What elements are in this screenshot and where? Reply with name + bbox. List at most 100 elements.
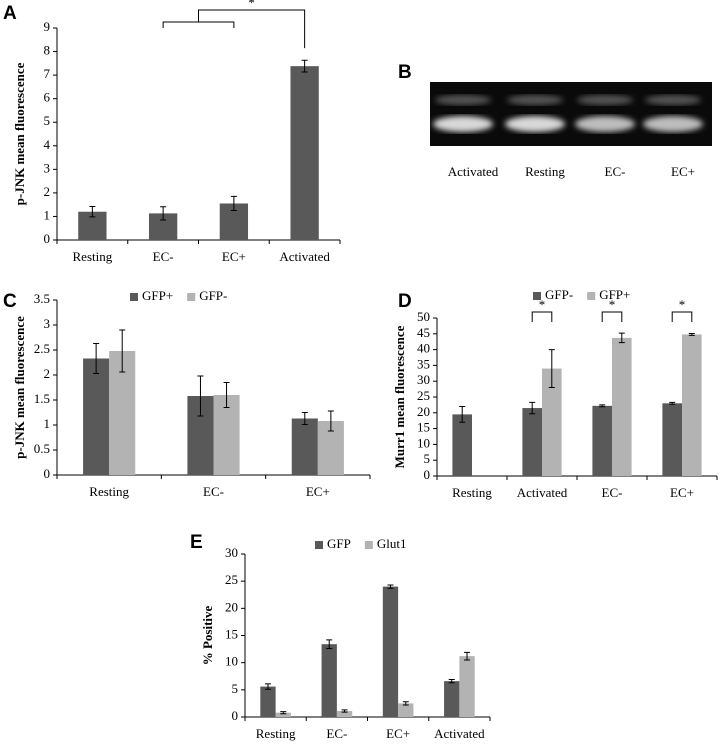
bracket xyxy=(531,311,553,322)
legend-label: GFP+ xyxy=(599,287,630,302)
y-tick-label: 1 xyxy=(44,416,51,431)
significance: * xyxy=(609,297,616,312)
bar xyxy=(336,711,353,717)
legend-swatch xyxy=(587,292,596,300)
x-tick-label: EC- xyxy=(326,726,347,741)
error-bar xyxy=(230,195,237,212)
gel-image xyxy=(430,82,712,146)
bar xyxy=(522,408,542,476)
y-tick-label: 0.5 xyxy=(34,441,50,456)
gel-band xyxy=(643,116,703,132)
x-tick-label: EC+ xyxy=(670,485,694,500)
bar xyxy=(260,686,276,717)
error-bar xyxy=(280,711,287,715)
y-tick-label: 3 xyxy=(44,316,51,331)
y-tick-label: 1.5 xyxy=(34,391,50,406)
x-tick-label: Resting xyxy=(73,249,113,264)
error-bar xyxy=(599,404,606,408)
x-tick-label: Resting xyxy=(89,484,129,499)
y-tick-label: 2 xyxy=(44,184,51,199)
error-bar xyxy=(448,679,455,684)
y-tick-label: 15 xyxy=(225,626,238,641)
x-tick-label: EC- xyxy=(153,249,174,264)
bar xyxy=(444,681,460,717)
y-axis-label: % Positive xyxy=(200,605,215,665)
y-tick-label: 9 xyxy=(44,19,51,34)
bracket xyxy=(671,311,693,322)
y-tick-label: 2 xyxy=(44,366,51,381)
y-axis-label: p-JNK mean fluorescence xyxy=(12,316,27,459)
gel-band xyxy=(577,95,633,105)
significance: * xyxy=(539,297,546,312)
bar xyxy=(682,334,702,476)
x-tick-label: Activated xyxy=(517,485,568,500)
y-tick-label: 0 xyxy=(232,708,239,723)
y-tick-label: 35 xyxy=(417,356,430,371)
x-tick-label: EC- xyxy=(203,484,224,499)
y-tick-label: 3.5 xyxy=(34,291,50,306)
x-tick-label: EC- xyxy=(602,485,623,500)
lane-label: Resting xyxy=(525,164,565,179)
legend-swatch xyxy=(533,292,541,300)
y-tick-label: 25 xyxy=(417,388,430,403)
legend-label: GFP- xyxy=(199,288,227,303)
legend-label: GFP xyxy=(327,536,351,551)
error-bar xyxy=(119,329,126,373)
y-tick-label: 7 xyxy=(44,66,51,81)
y-tick-label: 30 xyxy=(225,545,238,560)
error-bar xyxy=(387,584,394,589)
gel-band xyxy=(645,95,701,105)
error-bar xyxy=(301,412,308,425)
legend-swatch xyxy=(130,293,138,301)
y-tick-label: 30 xyxy=(417,372,430,387)
lane-label: Activated xyxy=(448,164,499,179)
y-tick-label: 40 xyxy=(417,341,430,356)
legend-label: GFP- xyxy=(545,287,573,302)
error-bar xyxy=(459,405,466,423)
legend-swatch xyxy=(364,541,373,549)
gel-band xyxy=(433,116,493,132)
panel-letter: D xyxy=(398,291,412,312)
bar xyxy=(459,656,475,717)
error-bar xyxy=(197,375,204,417)
y-tick-label: 5 xyxy=(44,113,51,128)
y-tick-label: 20 xyxy=(225,599,238,614)
y-tick-label: 45 xyxy=(417,325,430,340)
gel-band xyxy=(505,116,565,132)
error-bar xyxy=(326,639,333,650)
lane-label: EC+ xyxy=(671,164,695,179)
bar xyxy=(452,414,472,476)
legend-swatch xyxy=(315,541,323,549)
x-tick-label: Resting xyxy=(256,726,296,741)
significance: * xyxy=(679,297,686,312)
y-tick-label: 15 xyxy=(417,420,430,435)
error-bar xyxy=(529,401,536,415)
bar xyxy=(83,358,110,475)
y-tick-label: 0 xyxy=(424,467,431,482)
y-axis-label: Murr1 mean fluorescence xyxy=(392,325,407,468)
x-tick-label: EC+ xyxy=(386,726,410,741)
error-bar xyxy=(548,349,555,389)
bar xyxy=(213,395,240,475)
bar xyxy=(398,703,414,717)
y-tick-label: 25 xyxy=(225,572,238,587)
error-bar xyxy=(669,401,676,405)
x-tick-label: Activated xyxy=(279,249,330,264)
bar xyxy=(321,644,337,717)
legend-swatch xyxy=(187,293,196,301)
x-tick-label: EC+ xyxy=(222,249,246,264)
bar xyxy=(662,403,682,476)
panel-letter: A xyxy=(3,3,17,24)
panel-letter: E xyxy=(190,532,203,553)
y-tick-label: 0 xyxy=(44,231,51,246)
y-tick-label: 1 xyxy=(44,207,51,222)
error-bar xyxy=(264,683,271,690)
legend-label: Glut1 xyxy=(377,536,407,551)
y-axis-label: p-JNK mean fluorescence xyxy=(12,62,27,205)
error-bar xyxy=(341,709,348,713)
bar xyxy=(382,586,399,717)
error-bar xyxy=(618,332,625,344)
panel-letter: B xyxy=(398,62,412,83)
y-tick-label: 50 xyxy=(417,309,430,324)
x-tick-label: EC+ xyxy=(306,484,330,499)
